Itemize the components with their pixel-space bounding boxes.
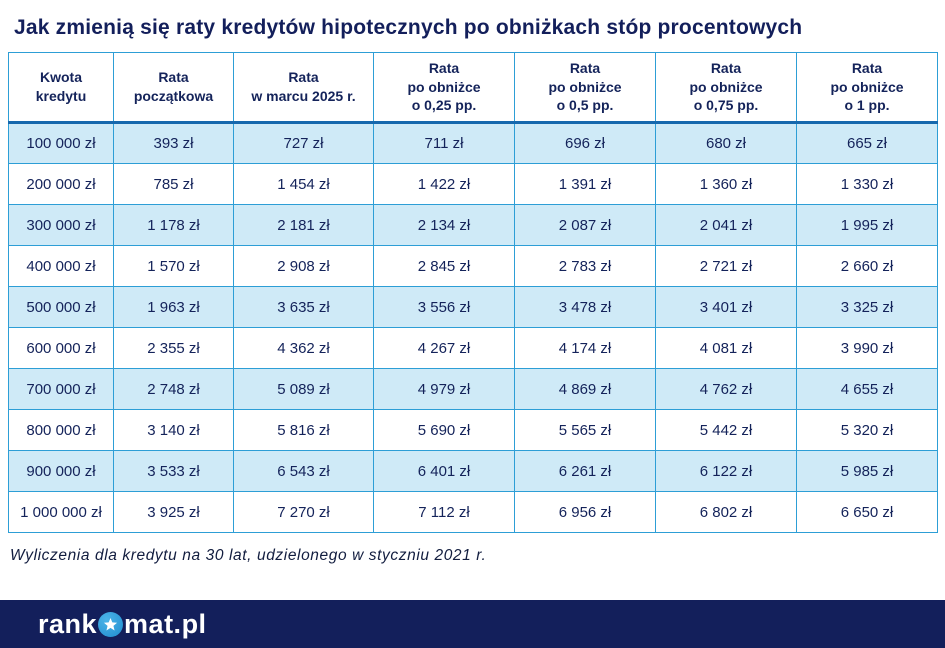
rate-cell: 3 990 zł (796, 327, 938, 369)
rate-cell: 6 802 zł (655, 491, 797, 533)
rate-cell: 1 422 zł (373, 163, 515, 205)
rate-cell: 1 391 zł (514, 163, 656, 205)
footnote: Wyliczenia dla kredytu na 30 lat, udziel… (10, 547, 487, 564)
rate-cell: 3 635 zł (233, 286, 374, 328)
column-header: Rata po obniżce o 1 pp. (796, 52, 938, 124)
table-row: 600 000 zł 2 355 zł 4 362 zł 4 267 zł 4 174 … (8, 327, 938, 369)
rate-cell: 6 122 zł (655, 450, 797, 492)
loan-amount-cell: 400 000 zł (8, 245, 114, 287)
star-icon (98, 611, 124, 637)
rate-cell: 4 174 zł (514, 327, 656, 369)
rate-cell: 5 442 zł (655, 409, 797, 451)
rate-cell: 393 zł (113, 122, 234, 164)
infographic-page: Jak zmienią się raty kredytów hipoteczny… (0, 16, 945, 648)
column-header: Rata po obniżce o 0,25 pp. (373, 52, 515, 124)
rate-cell: 3 556 zł (373, 286, 515, 328)
rate-cell: 680 zł (655, 122, 797, 164)
rate-cell: 2 041 zł (655, 204, 797, 246)
footer-bar: rank mat.pl (0, 600, 945, 648)
loan-amount-cell: 300 000 zł (8, 204, 114, 246)
rate-cell: 4 979 zł (373, 368, 515, 410)
loan-amount-cell: 800 000 zł (8, 409, 114, 451)
rate-cell: 3 325 zł (796, 286, 938, 328)
table-row: 1 000 000 zł 3 925 zł 7 270 zł 7 112 zł 6 95… (8, 491, 938, 533)
table-row: 700 000 zł 2 748 zł 5 089 zł 4 979 zł 4 869 … (8, 368, 938, 410)
rate-cell: 6 543 zł (233, 450, 374, 492)
rankomat-logo: rank mat.pl (38, 608, 207, 639)
rate-cell: 5 985 zł (796, 450, 938, 492)
rate-cell: 5 089 zł (233, 368, 374, 410)
table-header: Kwota kredytu Rata początkowa Rata w marcu… (8, 52, 938, 124)
rate-cell: 3 478 zł (514, 286, 656, 328)
rates-table: Kwota kredytu Rata początkowa Rata w marcu… (8, 52, 938, 533)
rate-cell: 5 816 zł (233, 409, 374, 451)
column-header: Rata po obniżce o 0,75 pp. (655, 52, 797, 124)
rate-cell: 2 134 zł (373, 204, 515, 246)
rate-cell: 3 140 zł (113, 409, 234, 451)
rate-cell: 2 908 zł (233, 245, 374, 287)
rate-cell: 2 783 zł (514, 245, 656, 287)
rate-cell: 6 401 zł (373, 450, 515, 492)
rate-cell: 3 401 zł (655, 286, 797, 328)
loan-amount-cell: 600 000 zł (8, 327, 114, 369)
page-title: Jak zmienią się raty kredytów hipoteczny… (14, 16, 803, 39)
rate-cell: 6 261 zł (514, 450, 656, 492)
loan-amount-cell: 900 000 zł (8, 450, 114, 492)
rate-cell: 2 181 zł (233, 204, 374, 246)
column-header: Rata w marcu 2025 r. (233, 52, 374, 124)
rate-cell: 5 565 zł (514, 409, 656, 451)
rate-cell: 2 087 zł (514, 204, 656, 246)
rate-cell: 1 963 zł (113, 286, 234, 328)
table-row: 300 000 zł 1 178 zł 2 181 zł 2 134 zł 2 087 … (8, 204, 938, 246)
table-row: 900 000 zł 3 533 zł 6 543 zł 6 401 zł 6 261 … (8, 450, 938, 492)
rate-cell: 2 660 zł (796, 245, 938, 287)
rate-cell: 727 zł (233, 122, 374, 164)
rate-cell: 4 081 zł (655, 327, 797, 369)
rate-cell: 2 748 zł (113, 368, 234, 410)
rate-cell: 6 650 zł (796, 491, 938, 533)
rate-cell: 1 330 zł (796, 163, 938, 205)
rate-cell: 4 869 zł (514, 368, 656, 410)
rate-cell: 4 655 zł (796, 368, 938, 410)
loan-amount-cell: 500 000 zł (8, 286, 114, 328)
rate-cell: 5 320 zł (796, 409, 938, 451)
loan-amount-cell: 1 000 000 zł (8, 491, 114, 533)
rate-cell: 2 355 zł (113, 327, 234, 369)
rate-cell: 711 zł (373, 122, 515, 164)
logo-text-prefix: rank (38, 608, 98, 639)
rate-cell: 696 zł (514, 122, 656, 164)
loan-amount-cell: 700 000 zł (8, 368, 114, 410)
rate-cell: 1 570 zł (113, 245, 234, 287)
table-row: 100 000 zł 393 zł 727 zł 711 zł 696 zł 680 zł… (8, 122, 938, 164)
rate-cell: 665 zł (796, 122, 938, 164)
rate-cell: 6 956 zł (514, 491, 656, 533)
column-header: Rata początkowa (113, 52, 234, 124)
table-row: 200 000 zł 785 zł 1 454 zł 1 422 zł 1 391 zł… (8, 163, 938, 205)
rate-cell: 2 845 zł (373, 245, 515, 287)
rate-cell: 7 270 zł (233, 491, 374, 533)
rate-cell: 4 762 zł (655, 368, 797, 410)
rate-cell: 2 721 zł (655, 245, 797, 287)
table-row: 500 000 zł 1 963 zł 3 635 zł 3 556 zł 3 478 … (8, 286, 938, 328)
rate-cell: 785 zł (113, 163, 234, 205)
table-row: 400 000 zł 1 570 zł 2 908 zł 2 845 zł 2 783 … (8, 245, 938, 287)
rate-cell: 7 112 zł (373, 491, 515, 533)
rate-cell: 1 178 zł (113, 204, 234, 246)
rate-cell: 4 362 zł (233, 327, 374, 369)
column-header: Kwota kredytu (8, 52, 114, 124)
table-row: 800 000 zł 3 140 zł 5 816 zł 5 690 zł 5 565 … (8, 409, 938, 451)
loan-amount-cell: 100 000 zł (8, 122, 114, 164)
rate-cell: 1 995 zł (796, 204, 938, 246)
rate-cell: 1 454 zł (233, 163, 374, 205)
rate-cell: 4 267 zł (373, 327, 515, 369)
rate-cell: 1 360 zł (655, 163, 797, 205)
rate-cell: 5 690 zł (373, 409, 515, 451)
rates-table-body: 100 000 zł 393 zł 727 zł 711 zł 696 zł 680 zł… (8, 122, 938, 533)
loan-amount-cell: 200 000 zł (8, 163, 114, 205)
logo-text-suffix: mat.pl (124, 608, 207, 639)
column-header: Rata po obniżce o 0,5 pp. (514, 52, 656, 124)
rate-cell: 3 533 zł (113, 450, 234, 492)
header-row: Kwota kredytu Rata początkowa Rata w marcu… (8, 52, 938, 124)
rate-cell: 3 925 zł (113, 491, 234, 533)
